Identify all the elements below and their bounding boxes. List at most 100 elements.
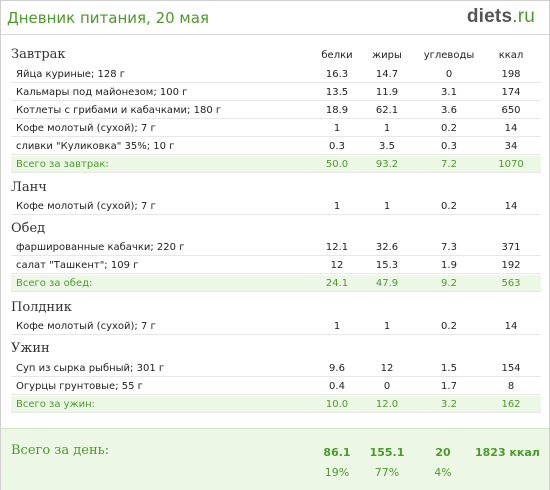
carbs-value: 1.5 xyxy=(441,363,457,374)
protein-value: 0.3 xyxy=(329,141,345,152)
kcal-value: 14 xyxy=(504,321,518,332)
total-label: Всего за ужин: xyxy=(16,399,96,410)
day-carbs-percent: 4% xyxy=(434,466,452,479)
day-fat-percent: 77% xyxy=(374,466,400,479)
fat-value: 14.7 xyxy=(375,69,399,80)
protein-total: 50.0 xyxy=(325,159,349,170)
column-header-fat: жиры xyxy=(372,50,402,61)
protein-value: 1 xyxy=(333,321,341,332)
day-fat-total: 155.1 xyxy=(369,446,405,459)
food-name: Кальмары под майонезом; 100 г xyxy=(16,87,188,98)
fat-value: 15.3 xyxy=(375,260,399,271)
protein-value: 12 xyxy=(330,260,344,271)
day-protein-percent: 19% xyxy=(324,466,350,479)
carbs-value: 3.1 xyxy=(441,87,457,98)
table-row: сливки "Куликовка" 35%; 10 г 0.3 3.5 0.3… xyxy=(11,138,541,155)
food-name: Кофе молотый (сухой); 7 г xyxy=(16,321,156,332)
kcal-value: 154 xyxy=(501,363,521,374)
total-label: Всего за обед: xyxy=(16,278,93,289)
carbs-total: 7.2 xyxy=(441,159,457,170)
day-kcal-total: 1823 ккал xyxy=(475,446,540,459)
logo-main: diets xyxy=(466,6,513,27)
fat-value: 32.6 xyxy=(375,242,399,253)
carbs-value: 0.2 xyxy=(441,201,457,212)
carbs-total: 3.2 xyxy=(441,399,457,410)
table-row: фаршированные кабачки; 220 г 12.1 32.6 7… xyxy=(11,239,541,256)
column-header-kcal: ккал xyxy=(498,50,524,61)
table-row: Кальмары под майонезом; 100 г 13.5 11.9 … xyxy=(11,84,541,101)
carbs-value: 3.6 xyxy=(441,105,457,116)
kcal-value: 34 xyxy=(504,141,518,152)
food-name: салат "Ташкент"; 109 г xyxy=(16,260,139,271)
kcal-total: 162 xyxy=(501,399,521,410)
table-row: Кофе молотый (сухой); 7 г 1 1 0.2 14 xyxy=(11,198,541,215)
fat-total: 12.0 xyxy=(375,399,399,410)
fat-value: 12 xyxy=(380,363,394,374)
protein-value: 18.9 xyxy=(325,105,349,116)
fat-total: 47.9 xyxy=(375,278,399,289)
section-title-lunch: Ланч xyxy=(11,180,47,195)
food-name: фаршированные кабачки; 220 г xyxy=(16,242,185,253)
fat-total: 93.2 xyxy=(375,159,399,170)
kcal-value: 198 xyxy=(501,69,521,80)
header: Дневник питания, 20 мая diets.ru xyxy=(1,1,549,35)
kcal-value: 192 xyxy=(501,260,521,271)
carbs-value: 1.7 xyxy=(441,381,457,392)
fat-value: 1 xyxy=(383,321,391,332)
food-name: Котлеты с грибами и кабачками; 180 г xyxy=(16,105,222,116)
protein-value: 9.6 xyxy=(329,363,345,374)
carbs-value: 7.3 xyxy=(441,242,457,253)
kcal-value: 14 xyxy=(504,201,518,212)
logo-tld: .ru xyxy=(512,6,535,27)
meal-total-row: Всего за обед: 24.1 47.9 9.2 563 xyxy=(11,275,541,292)
protein-total: 24.1 xyxy=(325,278,349,289)
protein-value: 1 xyxy=(333,123,341,134)
carbs-value: 1.9 xyxy=(441,260,457,271)
table-row: Огурцы грунтовые; 55 г 0.4 0 1.7 8 xyxy=(11,378,541,395)
fat-value: 0 xyxy=(383,381,391,392)
section-title-supper: Ужин xyxy=(11,341,50,356)
table-row: Котлеты с грибами и кабачками; 180 г 18.… xyxy=(11,102,541,119)
carbs-value: 0.2 xyxy=(441,321,457,332)
protein-value: 16.3 xyxy=(325,69,349,80)
meal-total-row: Всего за ужин: 10.0 12.0 3.2 162 xyxy=(11,396,541,413)
protein-value: 0.4 xyxy=(329,381,345,392)
section-title-snack: Полдник xyxy=(11,300,72,315)
table-row: Кофе молотый (сухой); 7 г 1 1 0.2 14 xyxy=(11,318,541,335)
fat-value: 1 xyxy=(383,123,391,134)
table-row: Суп из сырка рыбный; 301 г 9.6 12 1.5 15… xyxy=(11,360,541,377)
fat-value: 3.5 xyxy=(379,141,395,152)
food-name: Кофе молотый (сухой); 7 г xyxy=(16,201,156,212)
food-name: Огурцы грунтовые; 55 г xyxy=(16,381,143,392)
day-protein-total: 86.1 xyxy=(323,446,351,459)
site-logo[interactable]: diets.ru xyxy=(467,6,535,28)
fat-value: 11.9 xyxy=(375,87,399,98)
carbs-value: 0.2 xyxy=(441,123,457,134)
section-title-dinner: Обед xyxy=(11,221,46,236)
food-name: Яйца куриные; 128 г xyxy=(16,69,126,80)
meal-total-row: Всего за завтрак: 50.0 93.2 7.2 1070 xyxy=(11,156,541,173)
protein-value: 12.1 xyxy=(325,242,349,253)
kcal-value: 650 xyxy=(501,105,521,116)
protein-total: 10.0 xyxy=(325,399,349,410)
kcal-value: 8 xyxy=(507,381,515,392)
day-total-panel: Всего за день: 86.1 155.1 20 1823 ккал 1… xyxy=(1,428,549,490)
kcal-total: 1070 xyxy=(498,159,524,170)
food-name: Кофе молотый (сухой); 7 г xyxy=(16,123,156,134)
table-row: салат "Ташкент"; 109 г 12 15.3 1.9 192 xyxy=(11,257,541,274)
carbs-total: 9.2 xyxy=(441,278,457,289)
food-name: Суп из сырка рыбный; 301 г xyxy=(16,363,165,374)
table-row: Яйца куриные; 128 г 16.3 14.7 0 198 xyxy=(11,66,541,83)
day-carbs-total: 20 xyxy=(435,446,451,459)
kcal-value: 14 xyxy=(504,123,518,134)
protein-value: 1 xyxy=(333,201,341,212)
carbs-value: 0.3 xyxy=(441,141,457,152)
carbs-value: 0 xyxy=(445,69,453,80)
fat-value: 62.1 xyxy=(375,105,399,116)
page-title: Дневник питания, 20 мая xyxy=(7,9,209,27)
fat-value: 1 xyxy=(383,201,391,212)
kcal-total: 563 xyxy=(501,278,521,289)
kcal-value: 174 xyxy=(501,87,521,98)
kcal-value: 371 xyxy=(501,242,521,253)
